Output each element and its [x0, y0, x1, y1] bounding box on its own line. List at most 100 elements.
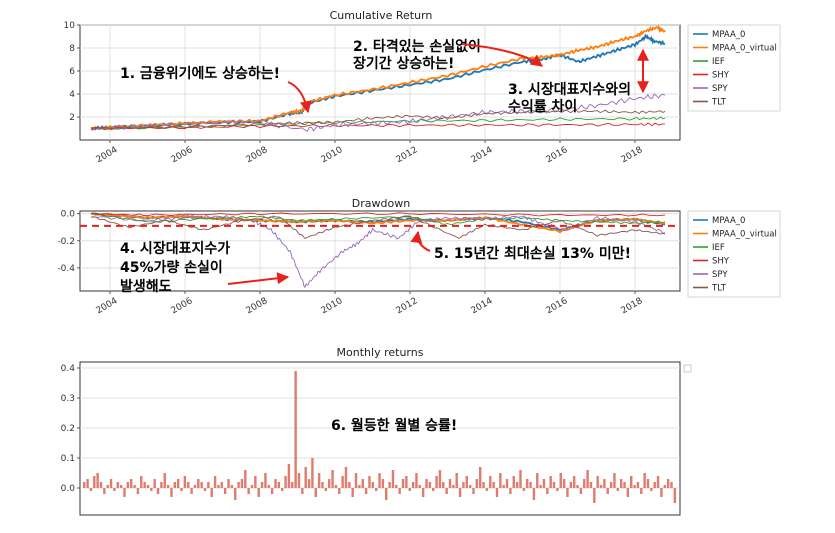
monthly-return-bar: [663, 485, 666, 488]
monthly-return-bar: [217, 485, 220, 488]
cumret-legend-label: TLT: [711, 98, 727, 108]
monthly-return-bar: [633, 485, 636, 488]
monthly-return-bar: [579, 488, 583, 494]
monthly-return-bar: [183, 476, 187, 488]
monthly-return-bar: [606, 488, 609, 494]
monthly-return-bar: [586, 470, 589, 488]
monthly-return-bar: [458, 488, 462, 497]
cumret-ytick-label: 2: [69, 113, 75, 123]
monthly-return-bar: [623, 482, 626, 488]
drawdown-ytick-label: -0.4: [57, 264, 75, 274]
monthly-return-bar: [123, 488, 126, 497]
monthly-return-bar: [408, 488, 411, 491]
drawdown-line-tlt: [91, 215, 666, 240]
monthly-return-bar: [640, 488, 643, 494]
monthly-return-bar: [374, 488, 378, 491]
monthly-return-bar: [432, 488, 435, 491]
monthly-return-bar: [452, 485, 455, 488]
cumret-xtick-label: 2008: [245, 145, 270, 165]
monthly-return-bar: [462, 482, 465, 488]
monthly-return-bar: [163, 473, 166, 488]
monthly-return-bar: [341, 476, 344, 488]
drawdown-legend: MPAA_0 MPAA_0_virtual IEF SHY SPY TLT: [687, 210, 781, 298]
cumret-legend-label: MPAA_0: [712, 30, 745, 40]
monthly-return-bar: [445, 488, 448, 494]
monthly-return-bar: [129, 479, 133, 488]
monthly-return-bar: [203, 488, 207, 491]
monthly-return-bar: [284, 476, 287, 488]
monthly-return-bar: [499, 473, 502, 488]
monthly-return-bar: [636, 482, 640, 488]
monthly-returns-plot-area: [79, 361, 681, 516]
monthly-return-bar: [385, 488, 388, 500]
drawdown-legend-label: SHY: [712, 257, 730, 267]
annotation-6: 6. 월등한 월별 승률!: [331, 417, 457, 434]
monthly-return-bar: [156, 488, 160, 494]
monthly-return-bar: [89, 488, 93, 491]
cumulative-return-panel: Cumulative Return 2 4 6 8 10 2004 2006 2008 201…: [64, 9, 781, 165]
monthly-returns-panel: Monthly returns 0.0 0.1 0.2 0.3 0.4: [61, 346, 692, 516]
monthly-return-bar: [220, 482, 224, 488]
monthly-return-bar: [200, 482, 203, 488]
monthly-return-bar: [482, 482, 485, 488]
monthly-return-bar: [489, 476, 492, 488]
monthly-return-bar: [361, 479, 364, 488]
monthly-return-bar: [99, 482, 103, 488]
monthly-return-bar: [257, 488, 260, 497]
drawdown-xtick-label: 2014: [470, 296, 495, 316]
monthly-return-bar: [425, 479, 428, 488]
monthly-return-bar: [505, 479, 509, 488]
cumret-line-tlt: [91, 109, 666, 131]
drawdown-xtick-label: 2006: [170, 296, 195, 316]
monthly-return-bar: [569, 482, 573, 488]
monthly-return-bar: [556, 488, 559, 491]
drawdown-ytick-label: 0.0: [61, 210, 76, 220]
monthly-return-bar: [83, 482, 86, 488]
monthly-return-bar: [321, 482, 324, 488]
monthly-return-bar: [603, 479, 606, 488]
monthly-return-bar: [93, 476, 96, 488]
monthly-return-bar: [398, 488, 401, 494]
drawdown-legend-label: IEF: [712, 243, 725, 253]
monthly-return-bar: [475, 479, 479, 488]
monthly-return-bar: [479, 467, 482, 488]
monthly-return-bar: [468, 485, 472, 488]
monthly-return-bar: [140, 476, 143, 488]
monthly-return-bar: [294, 371, 297, 488]
cumret-ytick-label: 10: [64, 21, 76, 31]
monthly-return-bar: [549, 476, 552, 488]
monthly-return-bar: [613, 473, 616, 488]
monthly-return-bar: [133, 485, 136, 488]
cumret-legend-label: IEF: [712, 57, 725, 67]
monthly-return-bar: [378, 473, 381, 488]
monthly-return-bar: [230, 485, 234, 488]
drawdown-xtick-label: 2010: [320, 296, 345, 316]
monthly-return-bar: [428, 482, 432, 488]
monthly-return-bar: [314, 488, 317, 497]
cumret-xtick-label: 2012: [395, 145, 420, 165]
monthly-return-bar: [234, 488, 237, 500]
monthly-return-bar: [274, 479, 277, 488]
monthly-return-bar: [116, 482, 119, 488]
monthly-return-bar: [146, 485, 150, 488]
annotation-2-arrow: [461, 43, 543, 67]
annotation-4-arrow: [227, 272, 290, 285]
monthly-return-bar: [616, 488, 620, 491]
cumret-line-shy: [91, 122, 666, 131]
monthly-return-bar: [546, 488, 549, 494]
monthly-return-bar: [529, 482, 532, 488]
monthly-return-bar: [267, 485, 270, 488]
monthly-return-bar: [559, 473, 562, 488]
monthly-return-bar: [250, 485, 254, 488]
monthly-return-bar: [173, 482, 177, 488]
monthly-return-bar: [522, 488, 526, 491]
monthly-return-bar: [170, 488, 173, 497]
monthly-return-bar: [418, 485, 422, 488]
drawdown-line-mpaa-0-virtual: [90, 212, 666, 234]
monthly-return-bar: [660, 488, 663, 497]
monthly-return-bar: [109, 479, 113, 488]
monthly-returns-legend-box: [683, 364, 692, 373]
monthly-return-bar: [448, 479, 452, 488]
monthly-return-bar: [223, 488, 227, 494]
monthly-ytick-label: 0.2: [61, 424, 75, 434]
